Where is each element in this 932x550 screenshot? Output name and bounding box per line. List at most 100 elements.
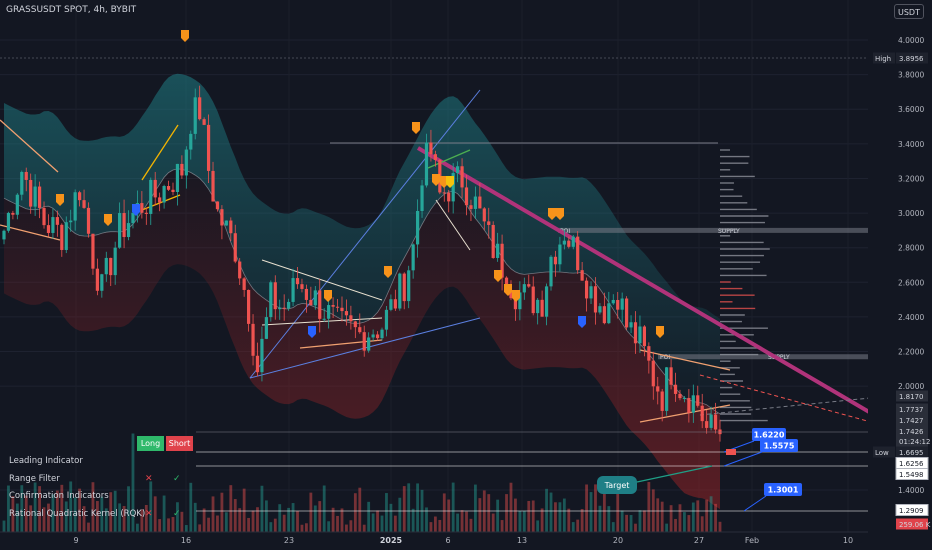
table-row: Range Filter ✕ ✓ <box>5 471 195 489</box>
volume-bar <box>438 519 442 532</box>
candle-body <box>411 244 415 271</box>
volume-bar <box>300 524 304 532</box>
volume-bar <box>433 516 437 532</box>
currency-button[interactable]: USDT <box>894 4 924 19</box>
volume-bar <box>554 502 557 532</box>
volume-bar <box>687 515 691 532</box>
candle-body <box>189 133 193 150</box>
candle-body <box>282 307 286 309</box>
volume-bar <box>594 484 597 532</box>
candle-body <box>198 97 202 120</box>
signal-marker <box>656 326 664 338</box>
volume-bar <box>567 508 571 532</box>
price-tick: 3.4000 <box>898 140 924 149</box>
volume-bar <box>269 522 273 532</box>
volume-bar <box>402 486 406 532</box>
supply-trendline <box>416 146 902 432</box>
volume-bar <box>518 510 522 532</box>
candle-body <box>64 222 68 250</box>
candle-body <box>335 306 340 308</box>
volume-bar <box>336 515 339 532</box>
volume-bar <box>647 482 651 532</box>
zone-poi-label: POI <box>660 354 670 361</box>
volume-bar <box>465 511 468 532</box>
price-tick: 2.6000 <box>898 278 924 287</box>
callout-pointer <box>723 451 763 467</box>
volume-bar <box>11 496 15 532</box>
volume-bar <box>264 500 268 532</box>
callout-value: 1.3001 <box>768 486 799 495</box>
candle-body <box>478 196 482 209</box>
trendline <box>261 317 383 326</box>
candle-body <box>398 273 402 309</box>
volume-bar <box>95 501 99 532</box>
volume-bar <box>69 481 73 532</box>
supply-zone <box>558 227 893 233</box>
volume-bar <box>82 506 86 532</box>
volume-bar <box>153 496 157 532</box>
candle-body <box>6 212 11 231</box>
volume-bar <box>118 503 122 532</box>
volume-bar <box>256 507 259 532</box>
candle-body <box>384 309 389 330</box>
candle-body <box>536 299 540 314</box>
candle-body <box>464 187 469 206</box>
volume-bar <box>345 524 348 532</box>
volume-bar <box>411 508 415 532</box>
price-label-value: 1.7737 <box>899 406 924 414</box>
volume-bar <box>47 503 50 532</box>
volume-bar <box>589 492 593 532</box>
candle-body <box>598 306 602 313</box>
volume-bar <box>491 513 495 532</box>
candle-body <box>309 299 313 306</box>
volume-bar <box>669 505 673 532</box>
candle-body <box>665 367 669 411</box>
time-axis: 9 16 23 2025 6 13 20 27 Feb 10 <box>0 531 868 545</box>
candle-body <box>558 244 562 265</box>
candle-body <box>500 243 504 278</box>
table-row: Confirmation Indicators <box>5 488 195 506</box>
candle-body <box>491 224 495 258</box>
volume-bar <box>571 522 575 532</box>
volume-bar <box>38 486 41 532</box>
callout-box <box>764 483 802 496</box>
candle-body <box>380 329 384 339</box>
volume-bar <box>7 485 10 532</box>
time-tick: 16 <box>181 536 191 545</box>
volume-bar <box>576 519 580 532</box>
volume-bar <box>696 500 700 532</box>
volume-bar <box>522 510 526 532</box>
volume-bar <box>536 520 540 532</box>
trendlines <box>0 89 902 432</box>
table-row: Rational Quadratic Kernel (RQK) ✕ ✓ <box>5 506 195 524</box>
candle-body <box>233 233 237 262</box>
candle-body <box>295 278 300 285</box>
candle-body <box>362 332 366 351</box>
zone-side-label: SUPPLY <box>718 228 740 235</box>
row-label: Range Filter <box>9 473 60 484</box>
trendline <box>249 89 481 379</box>
volume-bar <box>287 507 291 532</box>
candle-body <box>611 299 615 304</box>
candle-body <box>522 284 526 293</box>
volume-bar <box>322 485 326 532</box>
callout-box <box>760 439 798 452</box>
candle-body <box>131 212 135 224</box>
price-label-value: 1.7426 <box>899 428 924 436</box>
volume-bar <box>282 514 286 532</box>
candle-body <box>331 305 335 307</box>
volume-bar <box>198 524 202 532</box>
time-tick: 13 <box>517 536 527 545</box>
volume-bar <box>113 490 117 532</box>
signal-marker <box>578 316 586 328</box>
volume-bar <box>558 502 562 532</box>
candle-body <box>593 286 598 313</box>
price-label-box <box>896 403 928 415</box>
trendline <box>141 124 179 181</box>
volume-bar <box>251 510 255 532</box>
candle-body <box>291 278 295 302</box>
volume-bar <box>509 482 513 532</box>
volume-bar <box>273 518 277 532</box>
volume-bar <box>193 502 197 532</box>
